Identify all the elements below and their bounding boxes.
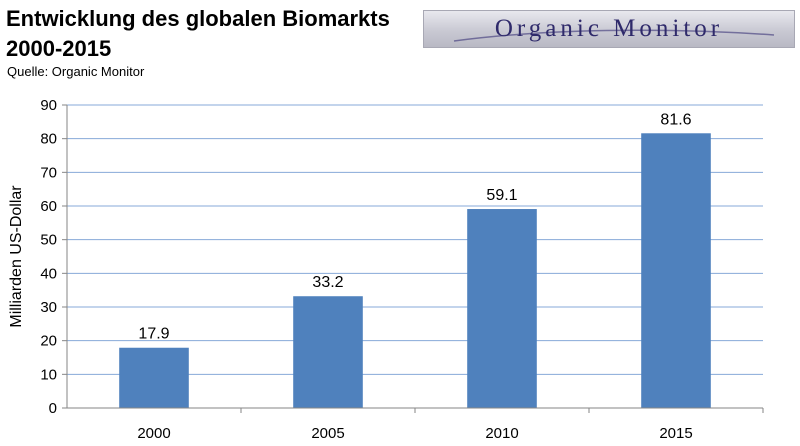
y-tick-label-80: 80 [40, 131, 57, 148]
bar-2015 [641, 133, 711, 408]
data-label-2010: 59.1 [486, 187, 517, 204]
y-tick-label-30: 30 [40, 299, 57, 316]
logo-swoosh-icon [453, 29, 775, 42]
y-tick-label-0: 0 [49, 400, 57, 417]
y-axis-label: Milliarden US-Dollar [8, 185, 25, 328]
chart-title-line-2: 2000-2015 [6, 36, 112, 61]
chart-title-line-1: Entwicklung des globalen Biomarkts [6, 6, 390, 31]
y-tick-label-70: 70 [40, 164, 57, 181]
organic-monitor-logo: Organic Monitor [423, 10, 795, 48]
bar-2005 [293, 296, 363, 408]
data-label-2005: 33.2 [312, 274, 343, 291]
source-note: Quelle: Organic Monitor [7, 64, 145, 79]
chart-title: Entwicklung des globalen Biomarkts 2000-… [6, 4, 390, 64]
x-tick-label-2005: 2005 [311, 425, 344, 442]
data-label-2000: 17.9 [138, 326, 169, 343]
x-tick-label-2015: 2015 [659, 425, 692, 442]
y-tick-label-20: 20 [40, 333, 57, 350]
x-tick-label-2010: 2010 [485, 425, 518, 442]
y-tick-label-60: 60 [40, 198, 57, 215]
data-label-2015: 81.6 [660, 111, 691, 128]
y-tick-label-90: 90 [40, 97, 57, 114]
y-tick-label-10: 10 [40, 366, 57, 383]
bar-2010 [467, 209, 537, 408]
logo-text: Organic Monitor [494, 15, 724, 42]
y-tick-label-40: 40 [40, 265, 57, 282]
y-tick-label-50: 50 [40, 232, 57, 249]
bars: 17.9 33.2 59.1 81.6 [119, 111, 711, 408]
bar-2000 [119, 347, 189, 408]
x-tick-label-2000: 2000 [137, 425, 170, 442]
axes: 0 10 20 30 40 50 60 70 80 90 2000 2005 2010 2015 [40, 97, 764, 442]
